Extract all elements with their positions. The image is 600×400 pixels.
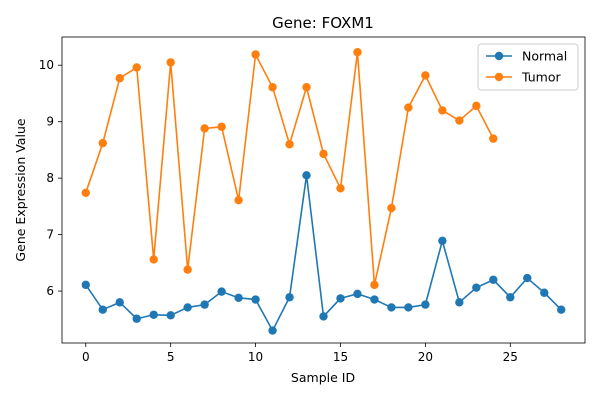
- normal-data-point: [506, 293, 515, 302]
- y-tick-label: 9: [46, 115, 54, 129]
- normal-data-point: [132, 314, 141, 323]
- tumor-data-point: [81, 188, 90, 198]
- x-axis-label: Sample ID: [291, 370, 355, 385]
- x-tick-label: 25: [503, 350, 518, 364]
- x-tick-label: 15: [333, 350, 348, 364]
- tumor-data-point: [132, 63, 141, 72]
- tumor-data-point: [183, 265, 192, 274]
- normal-data-point: [319, 312, 328, 321]
- legend-marker-tumor: [494, 72, 504, 82]
- y-axis-label: Gene Expression Value: [13, 118, 28, 261]
- normal-data-point: [285, 293, 294, 302]
- tumor-data-point: [472, 101, 481, 111]
- normal-data-point: [217, 287, 226, 296]
- y-tick-label: 8: [46, 171, 54, 185]
- tumor-data-point: [455, 116, 464, 125]
- normal-data-point: [234, 293, 243, 303]
- normal-data-point: [404, 303, 413, 312]
- normal-data-point: [353, 289, 362, 299]
- normal-data-point: [302, 171, 311, 180]
- x-tick-label: 0: [82, 350, 90, 364]
- normal-data-point: [149, 310, 158, 319]
- tumor-data-point: [234, 195, 243, 205]
- normal-data-point: [472, 283, 481, 292]
- legend-marker-normal: [494, 51, 504, 61]
- chart-title: Gene: FOXM1: [272, 14, 374, 32]
- x-tick-label: 10: [248, 350, 263, 364]
- normal-data-point: [455, 298, 464, 307]
- tumor-series-line: [85, 51, 495, 286]
- tumor-data-point: [285, 140, 294, 149]
- normal-data-point: [81, 280, 90, 290]
- tumor-data-point: [489, 134, 498, 143]
- tumor-data-point: [115, 74, 124, 83]
- legend-label-tumor: Tumor: [521, 70, 561, 85]
- y-tick-label: 10: [39, 58, 54, 72]
- tumor-data-point: [421, 71, 430, 80]
- normal-data-point: [200, 300, 209, 309]
- x-axis-ticks: 0 5 10 15 20 25: [82, 343, 518, 364]
- tumor-data-point: [438, 106, 447, 115]
- normal-series-line: [85, 175, 562, 333]
- normal-data-point: [370, 295, 379, 304]
- normal-data-point: [438, 236, 447, 246]
- normal-data-point: [183, 303, 192, 312]
- normal-data-point: [98, 305, 107, 314]
- x-tick-label: 5: [167, 350, 175, 364]
- legend-label-normal: Normal: [522, 49, 567, 64]
- normal-data-point: [489, 275, 498, 284]
- tumor-data-point: [387, 203, 396, 213]
- normal-data-point: [523, 273, 532, 283]
- y-axis-ticks: 6 7 8 9 10: [39, 58, 62, 298]
- tumor-data-point: [353, 48, 362, 57]
- normal-data-point: [166, 311, 175, 320]
- normal-data-point: [251, 295, 260, 304]
- normal-data-point: [268, 326, 277, 335]
- y-tick-label: 7: [46, 228, 54, 242]
- tumor-data-point: [319, 149, 328, 159]
- tumor-data-point: [149, 255, 158, 264]
- normal-data-point: [387, 303, 396, 312]
- legend: Normal Tumor: [477, 43, 579, 91]
- tumor-data-point: [217, 122, 226, 131]
- tumor-data-point: [336, 184, 345, 193]
- tumor-data-point: [404, 103, 413, 112]
- normal-data-point: [421, 300, 430, 309]
- x-tick-label: 20: [418, 350, 433, 364]
- tumor-data-point: [166, 58, 175, 67]
- tumor-data-point: [251, 50, 260, 59]
- tumor-data-point: [302, 83, 311, 92]
- plot-marks: [81, 48, 566, 335]
- normal-data-point: [540, 288, 549, 297]
- tumor-data-point: [98, 138, 107, 148]
- normal-data-point: [557, 305, 566, 314]
- tumor-data-point: [370, 280, 379, 290]
- tumor-data-point: [200, 124, 209, 133]
- y-tick-label: 6: [46, 284, 54, 298]
- normal-data-point: [336, 294, 345, 303]
- tumor-data-point: [268, 83, 277, 92]
- normal-data-point: [115, 298, 124, 307]
- plot-frame: [61, 36, 586, 344]
